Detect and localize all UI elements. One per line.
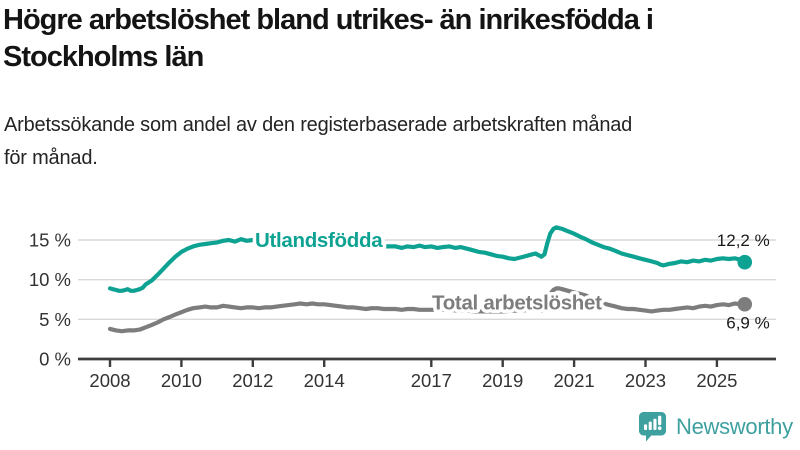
newsworthy-wordmark: Newsworthy xyxy=(676,413,793,439)
x-tick-label: 2021 xyxy=(554,370,595,391)
y-tick-label: 5 % xyxy=(39,309,71,330)
y-tick-label: 10 % xyxy=(29,269,71,290)
chart-subtitle-line-2: för månad. xyxy=(4,147,98,169)
series-label-total: Total arbetslöshet xyxy=(432,291,602,314)
end-dot-utlandsfodda xyxy=(737,254,753,270)
x-tick-label: 2012 xyxy=(232,370,273,391)
newsworthy-logo: Newsworthy xyxy=(638,411,793,442)
chart-title-line-1: Högre arbetslöshet bland utrikes- än inr… xyxy=(3,4,654,36)
chart-subtitle: Arbetssökande som andel av den registerb… xyxy=(4,109,632,175)
end-dot-total xyxy=(737,296,753,312)
x-tick-label: 2025 xyxy=(696,370,737,391)
chart-subtitle-line-1: Arbetssökande som andel av den registerb… xyxy=(4,114,633,136)
x-tick-label: 2023 xyxy=(625,370,666,391)
newsworthy-bars-icon xyxy=(639,412,666,442)
series-line-total xyxy=(107,286,747,334)
x-tick-label: 2010 xyxy=(161,370,202,391)
series-line-utlandsfodda xyxy=(107,225,747,293)
chart-title: Högre arbetslöshet bland utrikes- än inr… xyxy=(3,2,654,76)
end-value-label-utlandsfodda: 12,2 % xyxy=(717,231,770,250)
end-value-label-total: 6,9 % xyxy=(726,313,769,332)
x-tick-label: 2008 xyxy=(89,370,130,391)
x-tick-label: 2019 xyxy=(482,370,523,391)
x-tick-label: 2014 xyxy=(304,370,345,391)
chart-title-line-2: Stockholms län xyxy=(3,41,204,73)
y-tick-label: 15 % xyxy=(29,230,71,251)
y-tick-label: 0 % xyxy=(39,349,71,370)
x-tick-label: 2017 xyxy=(411,370,452,391)
series-label-utlandsfodda: Utlandsfödda xyxy=(255,229,383,252)
